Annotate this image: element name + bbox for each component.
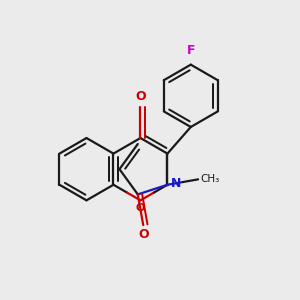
Text: O: O bbox=[136, 203, 145, 214]
Text: N: N bbox=[171, 177, 181, 190]
Text: O: O bbox=[135, 90, 146, 103]
Text: O: O bbox=[138, 228, 148, 241]
Text: F: F bbox=[187, 44, 195, 58]
Text: CH₃: CH₃ bbox=[200, 174, 220, 184]
